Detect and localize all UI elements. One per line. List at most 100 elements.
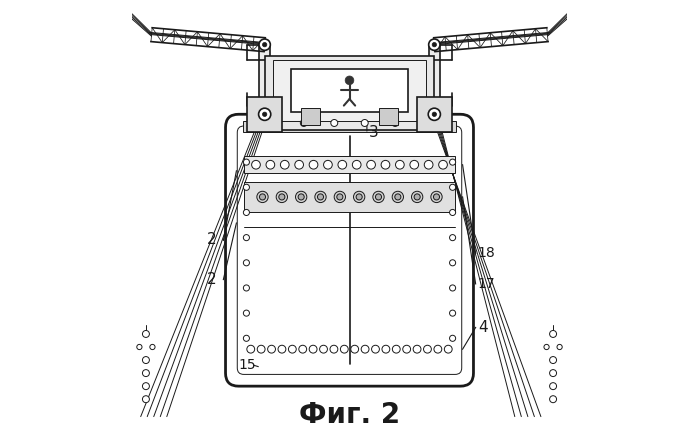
Circle shape <box>395 194 401 201</box>
Circle shape <box>396 161 404 170</box>
Circle shape <box>439 161 447 170</box>
Circle shape <box>391 120 398 127</box>
Circle shape <box>243 160 250 166</box>
Circle shape <box>324 161 332 170</box>
Circle shape <box>259 40 271 51</box>
Text: 2: 2 <box>207 232 217 247</box>
Circle shape <box>434 345 442 353</box>
Circle shape <box>296 192 307 203</box>
Circle shape <box>449 310 456 316</box>
Circle shape <box>428 109 440 121</box>
Circle shape <box>351 345 359 353</box>
Circle shape <box>252 161 260 170</box>
Circle shape <box>373 192 384 203</box>
Circle shape <box>424 161 433 170</box>
Bar <box>244 182 455 213</box>
Circle shape <box>263 43 267 48</box>
Circle shape <box>243 235 250 241</box>
Bar <box>429 46 440 115</box>
Circle shape <box>544 345 549 350</box>
Text: 15: 15 <box>238 358 256 372</box>
Circle shape <box>243 260 250 266</box>
Circle shape <box>449 260 456 266</box>
Circle shape <box>331 120 338 127</box>
Circle shape <box>334 192 345 203</box>
Circle shape <box>367 161 375 170</box>
Circle shape <box>278 345 286 353</box>
Circle shape <box>549 357 556 364</box>
Bar <box>247 98 282 132</box>
Circle shape <box>279 194 285 201</box>
Circle shape <box>422 120 429 127</box>
Circle shape <box>330 345 338 353</box>
Circle shape <box>449 335 456 342</box>
Circle shape <box>268 345 275 353</box>
Bar <box>417 98 452 132</box>
Circle shape <box>340 345 348 353</box>
Bar <box>243 122 456 132</box>
Circle shape <box>298 194 304 201</box>
Circle shape <box>150 345 155 350</box>
Circle shape <box>361 120 368 127</box>
Text: 18: 18 <box>478 246 496 260</box>
Circle shape <box>143 331 150 338</box>
Bar <box>379 108 398 126</box>
Circle shape <box>257 345 265 353</box>
Circle shape <box>392 345 401 353</box>
Circle shape <box>270 120 277 127</box>
FancyBboxPatch shape <box>226 115 473 386</box>
Circle shape <box>243 335 250 342</box>
Circle shape <box>557 345 562 350</box>
Circle shape <box>143 396 150 403</box>
Circle shape <box>243 310 250 316</box>
Circle shape <box>372 345 380 353</box>
Circle shape <box>257 192 268 203</box>
Circle shape <box>301 120 308 127</box>
Bar <box>301 108 320 126</box>
Circle shape <box>424 345 431 353</box>
Circle shape <box>298 345 307 353</box>
Bar <box>259 46 270 115</box>
Circle shape <box>276 192 287 203</box>
Circle shape <box>392 192 403 203</box>
Circle shape <box>280 161 289 170</box>
Circle shape <box>259 109 271 121</box>
Text: 2: 2 <box>207 271 217 286</box>
Text: 3: 3 <box>369 125 379 140</box>
Circle shape <box>549 331 556 338</box>
Circle shape <box>247 345 254 353</box>
Bar <box>265 56 434 130</box>
Circle shape <box>243 185 250 191</box>
Circle shape <box>445 345 452 353</box>
Bar <box>273 61 426 122</box>
Circle shape <box>309 161 318 170</box>
Circle shape <box>381 161 390 170</box>
Circle shape <box>143 383 150 390</box>
Circle shape <box>243 285 250 291</box>
Circle shape <box>549 396 556 403</box>
Circle shape <box>449 285 456 291</box>
Circle shape <box>431 192 442 203</box>
Text: Фиг. 2: Фиг. 2 <box>299 401 400 428</box>
Circle shape <box>382 345 390 353</box>
Circle shape <box>295 161 303 170</box>
Circle shape <box>266 161 275 170</box>
Circle shape <box>412 192 423 203</box>
Circle shape <box>361 345 369 353</box>
Circle shape <box>449 210 456 216</box>
Circle shape <box>243 210 250 216</box>
Circle shape <box>428 40 440 51</box>
Circle shape <box>137 345 142 350</box>
Circle shape <box>263 113 267 117</box>
Circle shape <box>413 345 421 353</box>
Circle shape <box>449 160 456 166</box>
Bar <box>291 69 408 113</box>
Circle shape <box>549 370 556 377</box>
Text: 17: 17 <box>478 276 496 290</box>
Circle shape <box>449 185 456 191</box>
Circle shape <box>432 113 436 117</box>
Circle shape <box>143 370 150 377</box>
Circle shape <box>433 194 440 201</box>
Circle shape <box>289 345 296 353</box>
Circle shape <box>337 194 343 201</box>
